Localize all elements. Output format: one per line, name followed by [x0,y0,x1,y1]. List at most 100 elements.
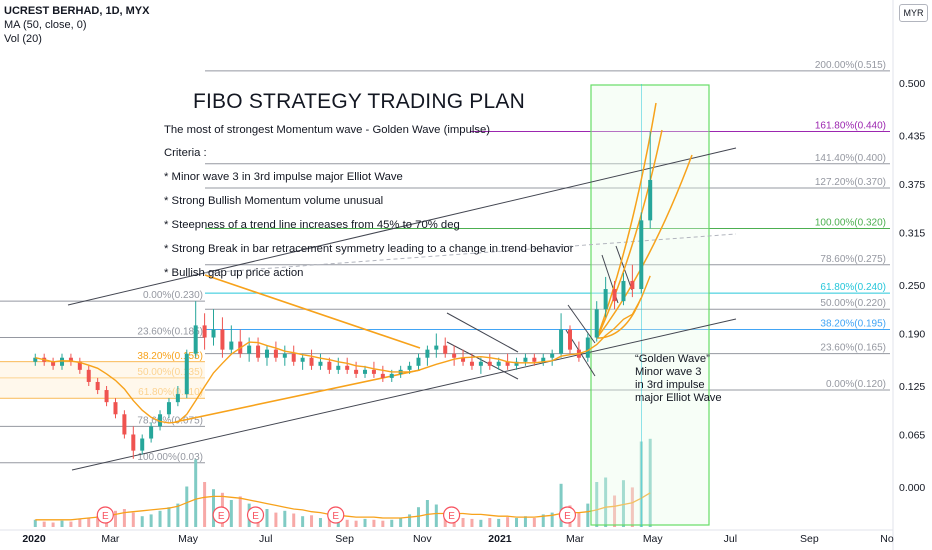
earnings-marker[interactable] [442,506,461,524]
candle-body[interactable] [354,369,359,374]
volume-indicator-label[interactable]: Vol (20) [4,33,42,45]
candle-body[interactable] [131,434,136,451]
candle-body[interactable] [523,357,528,362]
candle-body[interactable] [621,280,626,302]
candle-body[interactable] [166,402,171,415]
x-tick-label: No [880,533,894,545]
candle-body[interactable] [594,309,599,338]
candle-body[interactable] [247,345,252,354]
candle-body[interactable] [371,369,376,374]
candle-body[interactable] [541,357,546,362]
earnings-marker[interactable] [246,506,265,524]
candle-body[interactable] [585,337,590,358]
candle-body[interactable] [193,325,198,354]
candle-body[interactable] [389,373,394,378]
candle-body[interactable] [122,414,127,435]
candle-body[interactable] [532,357,537,362]
candle-body[interactable] [220,329,225,350]
candle-body[interactable] [104,390,109,403]
candle-body[interactable] [461,357,466,362]
candle-body[interactable] [86,369,91,382]
candle-body[interactable] [309,357,314,366]
volume-bar [292,513,296,527]
candle-body[interactable] [60,357,65,366]
symbol-title[interactable]: UCREST BERHAD, 1D, MYX [4,5,150,17]
y-tick-label: 0.190 [899,328,925,340]
candle-body[interactable] [149,426,154,439]
flag-line [446,341,519,380]
candle-body[interactable] [452,353,457,358]
candle-body[interactable] [140,438,145,451]
candle-body[interactable] [256,345,261,358]
candle-body[interactable] [175,394,180,403]
upper-channel-line[interactable] [67,147,737,306]
mid-channel-line [204,233,737,274]
candle-body[interactable] [264,349,269,358]
volume-bar [559,483,563,527]
golden-fan-line[interactable] [596,129,663,339]
earnings-marker[interactable] [96,506,114,524]
candle-body[interactable] [68,357,73,362]
candle-body[interactable] [567,329,572,350]
candle-body[interactable] [336,365,341,370]
candle-body[interactable] [51,361,56,366]
candle-body[interactable] [300,357,305,362]
candle-body[interactable] [113,402,118,415]
ma-indicator-label[interactable]: MA (50, close, 0) [4,19,87,31]
candle-body[interactable] [363,369,368,374]
candle-body[interactable] [184,353,189,395]
candle-body[interactable] [318,361,323,366]
candle-body[interactable] [603,289,608,310]
fib-right-label: 200.00%(0.515) [815,60,886,71]
earnings-marker[interactable] [558,506,577,524]
volume-bar [113,510,117,527]
candle-body[interactable] [505,361,510,366]
earnings-marker-label: E [102,511,109,522]
candle-body[interactable] [77,361,82,370]
triangle-lower-line[interactable] [174,369,421,423]
candle-body[interactable] [487,361,492,366]
volume-bar [488,518,492,527]
candle-body[interactable] [550,353,555,358]
candle-body[interactable] [282,353,287,358]
candle-body[interactable] [345,365,350,370]
candle-body[interactable] [202,325,207,338]
candle-body[interactable] [291,353,296,362]
candle-body[interactable] [434,345,439,350]
candle-body[interactable] [648,179,653,221]
candle-body[interactable] [612,289,617,302]
candle-body[interactable] [425,349,430,358]
candle-body[interactable] [327,361,332,370]
candle-body[interactable] [407,365,412,370]
candle-body[interactable] [95,381,100,391]
candle-body[interactable] [559,329,564,354]
candle-body[interactable] [443,345,448,354]
golden-fan-line[interactable] [596,154,693,339]
candle-body[interactable] [496,361,501,366]
triangle-upper-line[interactable] [204,274,421,349]
earnings-marker[interactable] [327,506,345,524]
currency-badge[interactable]: MYR [899,4,928,22]
lower-channel-line[interactable] [71,318,737,471]
candle-body[interactable] [229,341,234,350]
volume-bar [515,518,519,527]
volume-bar [523,516,527,527]
candle-body[interactable] [469,361,474,366]
candle-body[interactable] [639,220,644,290]
x-tick-label: Jul [259,533,272,545]
earnings-marker[interactable] [212,506,230,524]
candle-body[interactable] [211,329,216,338]
candle-body[interactable] [514,361,519,366]
x-tick-label: Mar [566,533,585,545]
candle-body[interactable] [380,373,385,378]
volume-bar [318,518,322,527]
candle-body[interactable] [416,357,421,366]
candle-body[interactable] [630,280,635,290]
volume-bar [265,509,269,527]
volume-bar [425,500,429,527]
candle-body[interactable] [158,414,163,427]
candle-body[interactable] [33,357,38,362]
candle-body[interactable] [273,349,278,358]
candle-body[interactable] [478,361,483,366]
